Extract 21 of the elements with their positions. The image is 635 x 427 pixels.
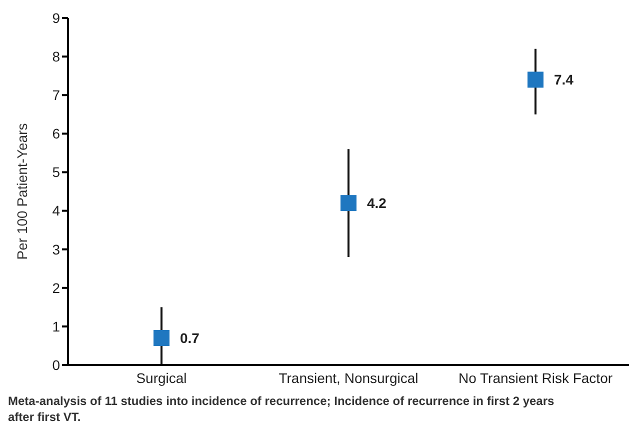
- y-tick-label: 0: [52, 356, 60, 373]
- point: [528, 72, 544, 88]
- y-axis-title: Per 100 Patient-Years: [14, 123, 30, 260]
- y-tick-label: 5: [52, 164, 60, 180]
- text: Meta-analysis of 11 studies into incidence of recurrence; Incidence of recurrence in first 2 years after first VT.: [8, 393, 556, 425]
- point: [340, 195, 356, 212]
- y-tick-label: 2: [52, 280, 60, 296]
- y-tick-label: 8: [52, 48, 60, 65]
- point: [154, 330, 170, 346]
- x-tick-label: No Transient Risk Factor: [458, 370, 613, 386]
- x-tick-label: Surgical: [136, 370, 187, 386]
- y-tick-label: 6: [52, 126, 60, 142]
- data-label: 0.7: [180, 330, 200, 346]
- data-label: 7.4: [554, 72, 574, 88]
- x-tick-label: Transient, Nonsurgical: [278, 370, 418, 386]
- y-tick-label: 4: [52, 202, 60, 219]
- data-label: 4.2: [367, 195, 387, 212]
- y-tick-label: 9: [52, 10, 60, 26]
- y-tick-label: 1: [52, 318, 60, 334]
- y-tick-label: 7: [52, 87, 60, 104]
- y-tick-label: 3: [52, 241, 60, 258]
